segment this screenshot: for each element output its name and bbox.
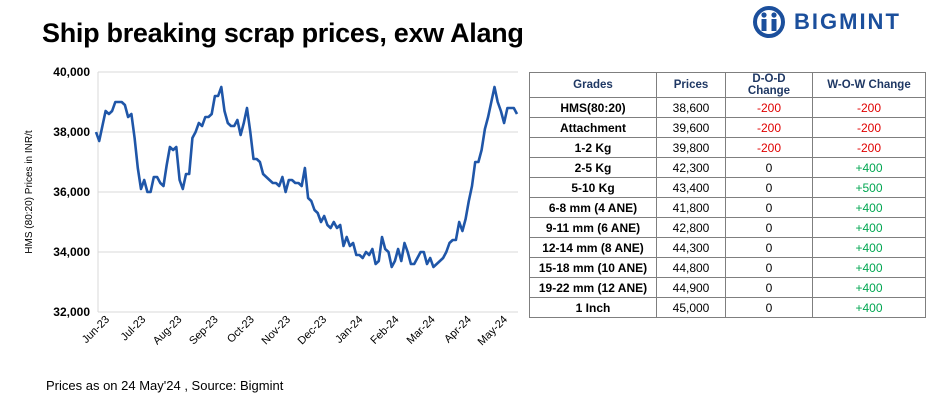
table-row: 5-10 Kg 43,400 0 +500 [529, 177, 926, 198]
table-row: 6-8 mm (4 ANE) 41,800 0 +400 [529, 197, 926, 218]
bigmint-logo-icon [753, 6, 785, 38]
grade-cell: 1-2 Kg [529, 137, 657, 158]
grade-cell: 5-10 Kg [529, 177, 657, 198]
wow-change-cell: -200 [812, 117, 926, 138]
hms-price-line [94, 85, 519, 269]
dod-change-cell: 0 [725, 237, 813, 258]
x-tick-label: May-24 [476, 314, 510, 348]
wow-change-cell: +400 [812, 217, 926, 238]
dod-change-cell: 0 [725, 257, 813, 278]
bigmint-logo: BIGMINT [752, 6, 928, 38]
x-tick-label: Feb-24 [368, 314, 401, 347]
table-row: 12-14 mm (8 ANE) 44,300 0 +400 [529, 237, 926, 258]
wow-change-cell: +400 [812, 277, 926, 298]
wow-change-cell: +400 [812, 237, 926, 258]
dod-change-cell: 0 [725, 217, 813, 238]
price-cell: 44,300 [656, 237, 726, 258]
price-cell: 43,400 [656, 177, 726, 198]
wow-change-cell: +400 [812, 157, 926, 178]
wow-change-cell: +500 [812, 177, 926, 198]
x-tick-label: Mar-24 [405, 314, 438, 347]
y-tick-label: 34,000 [53, 245, 90, 259]
price-cell: 44,900 [656, 277, 726, 298]
table-row: 15-18 mm (10 ANE) 44,800 0 +400 [529, 257, 926, 278]
wow-change-cell: +400 [812, 257, 926, 278]
dod-change-cell: -200 [725, 117, 813, 138]
price-line-chart: 32,000 34,000 36,000 38,000 40,000 HMS (80:20… [24, 65, 519, 348]
dod-change-cell: 0 [725, 277, 813, 298]
table-row: HMS(80:20) 38,600 -200 -200 [529, 97, 926, 118]
table-row: 1-2 Kg 39,800 -200 -200 [529, 137, 926, 158]
price-cell: 41,800 [656, 197, 726, 218]
page-title: Ship breaking scrap prices, exw Alang [42, 18, 524, 48]
grade-cell: 1 Inch [529, 297, 657, 318]
table-row: 1 Inch 45,000 0 +400 [529, 297, 926, 318]
price-cell: 42,800 [656, 217, 726, 238]
table-row: 9-11 mm (6 ANE) 42,800 0 +400 [529, 217, 926, 238]
table-row: 2-5 Kg 42,300 0 +400 [529, 157, 926, 178]
prices-table: Grades Prices D-O-D Change W-O-W Change … [529, 72, 926, 318]
x-tick-label: Sep-23 [187, 314, 221, 348]
y-tick-label: 38,000 [53, 125, 90, 139]
dod-change-cell: 0 [725, 157, 813, 178]
grade-cell: 19-22 mm (12 ANE) [529, 277, 657, 298]
y-tick-label: 36,000 [53, 185, 90, 199]
header-grades: Grades [529, 72, 657, 98]
header-dod-change: D-O-D Change [725, 72, 813, 98]
x-tick-label: Nov-23 [259, 314, 293, 348]
grade-cell: 9-11 mm (6 ANE) [529, 217, 657, 238]
x-tick-label: Apr-24 [442, 314, 474, 346]
y-tick-label: 40,000 [53, 65, 90, 79]
dod-change-cell: -200 [725, 97, 813, 118]
price-cell: 38,600 [656, 97, 726, 118]
x-tick-label: Jan-24 [333, 314, 365, 346]
grade-cell: 15-18 mm (10 ANE) [529, 257, 657, 278]
wow-change-cell: -200 [812, 137, 926, 158]
wow-change-cell: -200 [812, 97, 926, 118]
wow-change-cell: +400 [812, 197, 926, 218]
dod-change-cell: 0 [725, 297, 813, 318]
price-cell: 45,000 [656, 297, 726, 318]
price-cell: 39,800 [656, 137, 726, 158]
grade-cell: 6-8 mm (4 ANE) [529, 197, 657, 218]
dod-change-cell: 0 [725, 177, 813, 198]
grade-cell: HMS(80:20) [529, 97, 657, 118]
header-wow-change: W-O-W Change [812, 72, 926, 98]
x-tick-label: Dec-23 [296, 314, 330, 348]
grade-cell: 12-14 mm (8 ANE) [529, 237, 657, 258]
price-cell: 39,600 [656, 117, 726, 138]
x-tick-label: Oct-23 [225, 314, 257, 346]
header-prices: Prices [656, 72, 726, 98]
wow-change-cell: +400 [812, 297, 926, 318]
table-row: Attachment 39,600 -200 -200 [529, 117, 926, 138]
y-tick-label: 32,000 [53, 305, 90, 319]
dod-change-cell: -200 [725, 137, 813, 158]
x-tick-label: Aug-23 [151, 314, 185, 348]
logo-text: BIGMINT [794, 9, 901, 34]
grade-cell: 2-5 Kg [529, 157, 657, 178]
price-cell: 42,300 [656, 157, 726, 178]
x-tick-label: Jul-23 [119, 314, 149, 344]
dod-change-cell: 0 [725, 197, 813, 218]
grade-cell: Attachment [529, 117, 657, 138]
price-cell: 44,800 [656, 257, 726, 278]
y-axis-label: HMS (80:20) Prices in INR/t [24, 130, 35, 254]
source-footnote: Prices as on 24 May'24 , Source: Bigmint [46, 378, 284, 393]
table-header-row: Grades Prices D-O-D Change W-O-W Change [529, 72, 926, 98]
table-row: 19-22 mm (12 ANE) 44,900 0 +400 [529, 277, 926, 298]
